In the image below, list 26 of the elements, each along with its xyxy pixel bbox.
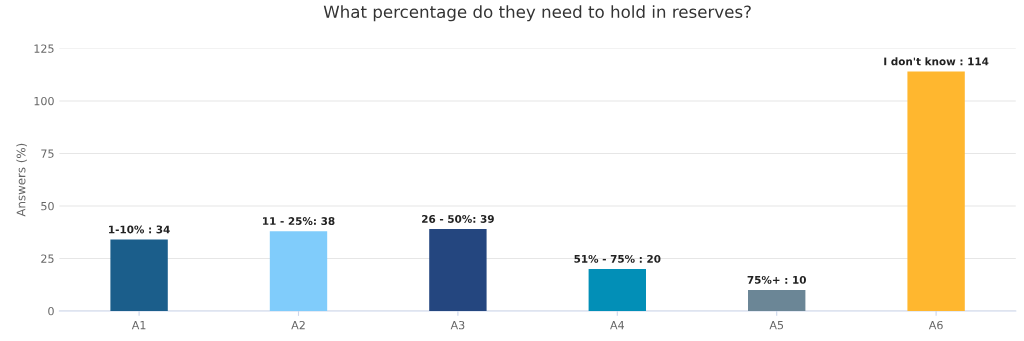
bar [269, 231, 328, 311]
bar [748, 289, 806, 311]
y-axis-title: Answers (%) [16, 143, 27, 217]
data-label: 26 - 50%: 39 [422, 215, 494, 223]
data-label: 75%+ : 10 [747, 275, 806, 284]
bar [907, 71, 965, 311]
x-tick-label: A3 [450, 320, 465, 330]
x-tick-label: A5 [769, 321, 784, 330]
bar [110, 239, 168, 311]
y-tick-label: 100 [34, 96, 54, 106]
y-tick-label: 75 [41, 149, 54, 158]
x-tick-label: A2 [291, 320, 305, 330]
y-tick-label: 125 [34, 44, 54, 53]
chart-title: What percentage do they need to hold in reserves? [323, 5, 751, 22]
data-label: 1-10% : 34 [109, 225, 170, 234]
y-tick-label: 50 [41, 201, 54, 211]
x-tick-label: A4 [610, 321, 625, 330]
x-tick-label: A1 [131, 321, 146, 330]
bar [588, 268, 646, 311]
bar [429, 229, 487, 311]
y-tick-label: 25 [41, 254, 54, 263]
data-label: 11 - 25%: 38 [263, 217, 335, 225]
x-tick-label: A6 [928, 320, 943, 330]
data-label: I don't know : 114 [884, 57, 989, 66]
y-tick-label: 0 [48, 306, 54, 316]
data-label: 51% - 75% : 20 [574, 254, 661, 263]
